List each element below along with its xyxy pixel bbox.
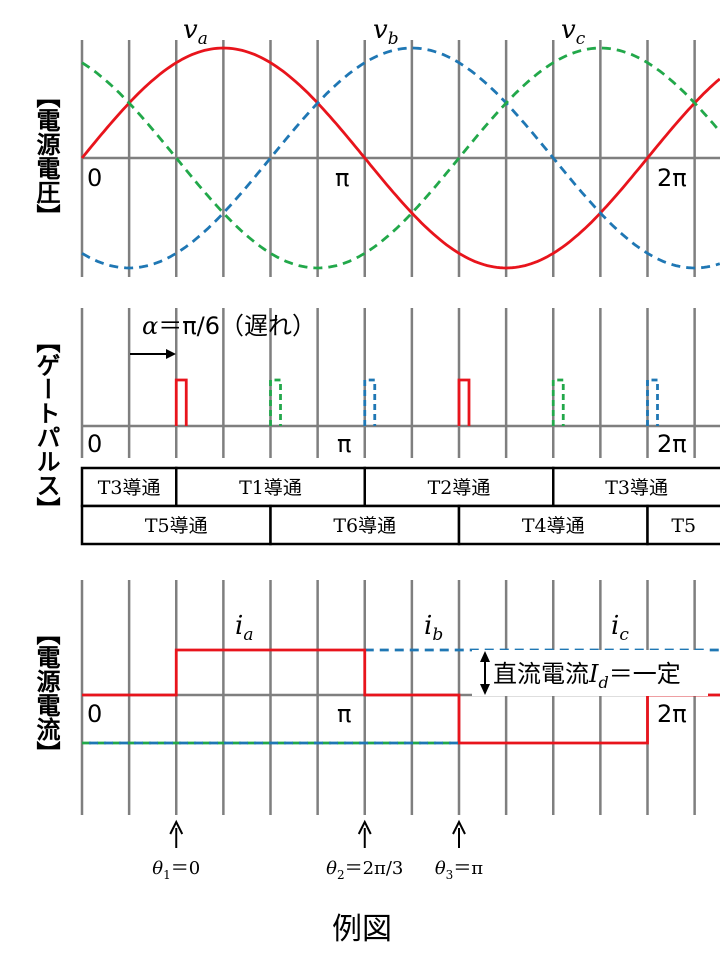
gate-tick-2pi: 2π <box>657 430 687 458</box>
voltage-tick-0: 0 <box>87 164 102 192</box>
theta-label-3: θ3＝π <box>435 858 483 882</box>
gate-pulse-a <box>174 378 188 426</box>
current-tick-2pi: 2π <box>657 700 687 728</box>
conduction-label: T5 <box>671 515 696 537</box>
theta-label-1: θ1＝0 <box>152 858 200 882</box>
conduction-label: T4導通 <box>522 515 585 537</box>
conduction-cell <box>646 504 720 546</box>
voltage-label-vb: vb <box>373 15 399 49</box>
gate-pulse-b <box>363 378 377 426</box>
conduction-cell <box>457 504 649 546</box>
gate-pulses <box>174 378 659 426</box>
dc-label-backdrop <box>472 650 708 696</box>
conduction-table: T3導通 T1導通 T2導通 T3導通 T5導通 T6導通 T4導通 T5 <box>80 466 720 546</box>
voltage-va-curve <box>80 46 720 270</box>
dc-current-label: 直流電流Id＝一定 <box>493 660 681 692</box>
current-tick-pi: π <box>337 700 351 728</box>
voltage-label-va: va <box>183 15 208 49</box>
voltage-panel: va vb vc 0 π 2π 【電源電圧】 <box>32 15 720 270</box>
voltage-tick-pi: π <box>335 164 349 192</box>
conduction-label: T3導通 <box>605 477 668 499</box>
current-side-label: 【電源電流】 <box>32 621 60 765</box>
figure-caption: 例図 <box>332 912 392 947</box>
theta-arrow-head <box>169 819 184 835</box>
conduction-cell <box>80 504 272 546</box>
conduction-cell <box>269 504 461 546</box>
alpha-arrow-head <box>166 349 176 359</box>
gate-pulse-c <box>551 378 565 426</box>
current-panel: 直流電流Id＝一定 ia ib ic 0 π 2π 【電源電流】 <box>32 611 720 765</box>
voltage-side-label: 【電源電圧】 <box>32 84 60 228</box>
gate-pulse-a <box>457 378 471 426</box>
theta-arrow-head <box>357 819 372 835</box>
gate-side-label: 【ゲートパルス】 <box>32 329 60 521</box>
conduction-cell <box>363 466 555 508</box>
voltage-label-vc: vc <box>561 15 586 49</box>
conduction-label: T2導通 <box>428 477 491 499</box>
voltage-vb-curve <box>81 46 720 270</box>
alpha-label: α＝π/6（遅れ） <box>142 312 316 340</box>
conduction-label: T1導通 <box>239 477 302 499</box>
voltage-tick-2pi: 2π <box>657 164 687 192</box>
gate-panel: α＝π/6（遅れ） 0 π 2π 【ゲートパルス】 <box>32 312 720 521</box>
current-ia-trace <box>82 648 720 745</box>
dc-arrow-up <box>480 651 490 662</box>
current-tick-0: 0 <box>87 700 102 728</box>
current-label-ib: ib <box>424 611 443 645</box>
current-label-ia: ia <box>235 611 253 645</box>
gate-tick-pi: π <box>337 430 351 458</box>
conduction-label: T5導通 <box>145 515 208 537</box>
current-label-ic: ic <box>611 611 629 645</box>
theta-arrow-head <box>452 819 466 835</box>
gate-pulse-b <box>646 378 659 426</box>
gate-tick-0: 0 <box>87 430 102 458</box>
dc-arrow-down <box>480 684 490 695</box>
conduction-label: T6導通 <box>333 515 396 537</box>
gate-pulse-c <box>269 378 282 426</box>
theta-markers: θ1＝0 θ2＝2π/3 θ3＝π <box>152 819 483 882</box>
voltage-vc-curve <box>81 46 720 270</box>
current-grid <box>80 580 696 815</box>
theta-label-2: θ2＝2π/3 <box>326 858 403 882</box>
conduction-label: T3導通 <box>98 477 161 499</box>
